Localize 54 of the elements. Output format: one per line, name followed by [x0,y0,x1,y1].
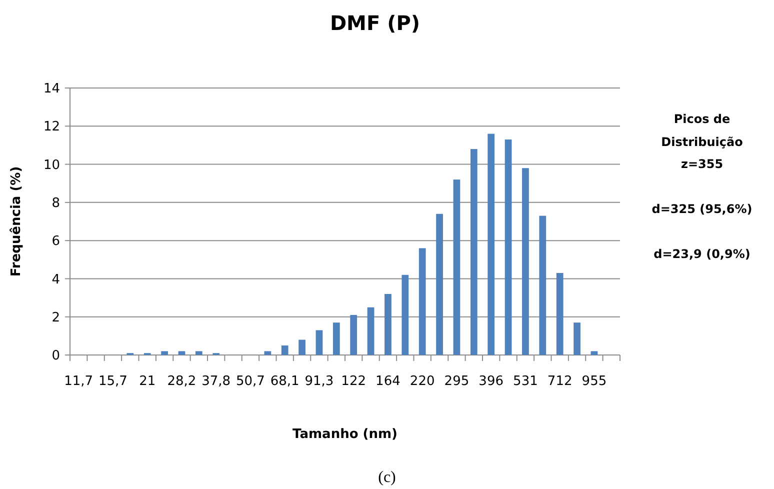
x-tick-label: 50,7 [236,374,265,389]
x-tick-label: 164 [376,374,400,389]
x-tick-label: 11,7 [64,374,94,389]
x-tick-label: 712 [547,374,572,389]
text: d=325 (95,6%) [652,202,752,216]
x-tick-label: 21 [139,374,156,389]
x-tick-label: 396 [478,374,504,389]
bar [436,214,443,355]
x-tick-label: 295 [444,374,470,389]
bar [281,345,288,355]
bar [539,216,546,355]
bar [488,134,495,355]
x-tick-label: 37,8 [202,374,231,389]
bar [195,351,202,355]
bar [161,351,168,355]
y-tick-label: 8 [52,196,60,211]
y-tick-label: 4 [52,272,60,288]
x-tick-label: 68,1 [270,374,300,389]
bar [384,294,392,355]
y-tick-label: 12 [43,120,60,135]
x-axis-title: Tamanho (nm) [292,427,398,442]
bar [316,330,323,355]
x-tick-label: 15,7 [98,374,128,389]
y-tick-label: 0 [52,348,60,364]
x-tick-label: 220 [410,374,435,389]
bar [350,314,358,355]
y-axis-title: Frequência (%) [9,166,24,277]
bar [402,274,409,355]
x-tick-label: 531 [513,374,538,389]
y-tick-label: 6 [52,234,60,250]
bar [574,322,580,355]
x-tick-label: 91,3 [304,374,334,389]
x-tick-label: 122 [341,374,366,389]
bar [504,139,512,355]
text: (c) [378,469,396,486]
bar [418,248,426,355]
y-tick-label: 2 [52,310,60,326]
x-tick-label: 955 [582,374,607,389]
bar [453,180,460,355]
text: z=355 [680,157,724,171]
bar [332,322,340,355]
bar [298,340,306,355]
y-tick-label: 14 [43,82,60,97]
bar [470,149,478,355]
x-tick-label: 28,2 [167,374,196,389]
text: d=23,9 (0,9%) [654,247,750,261]
bar [178,351,186,355]
chart-title: DMF (P) [330,11,420,35]
bar [522,168,529,355]
y-tick-label: 10 [43,158,60,173]
bar [367,307,374,355]
bar [264,351,272,355]
bar [590,351,598,355]
bar [556,272,564,355]
